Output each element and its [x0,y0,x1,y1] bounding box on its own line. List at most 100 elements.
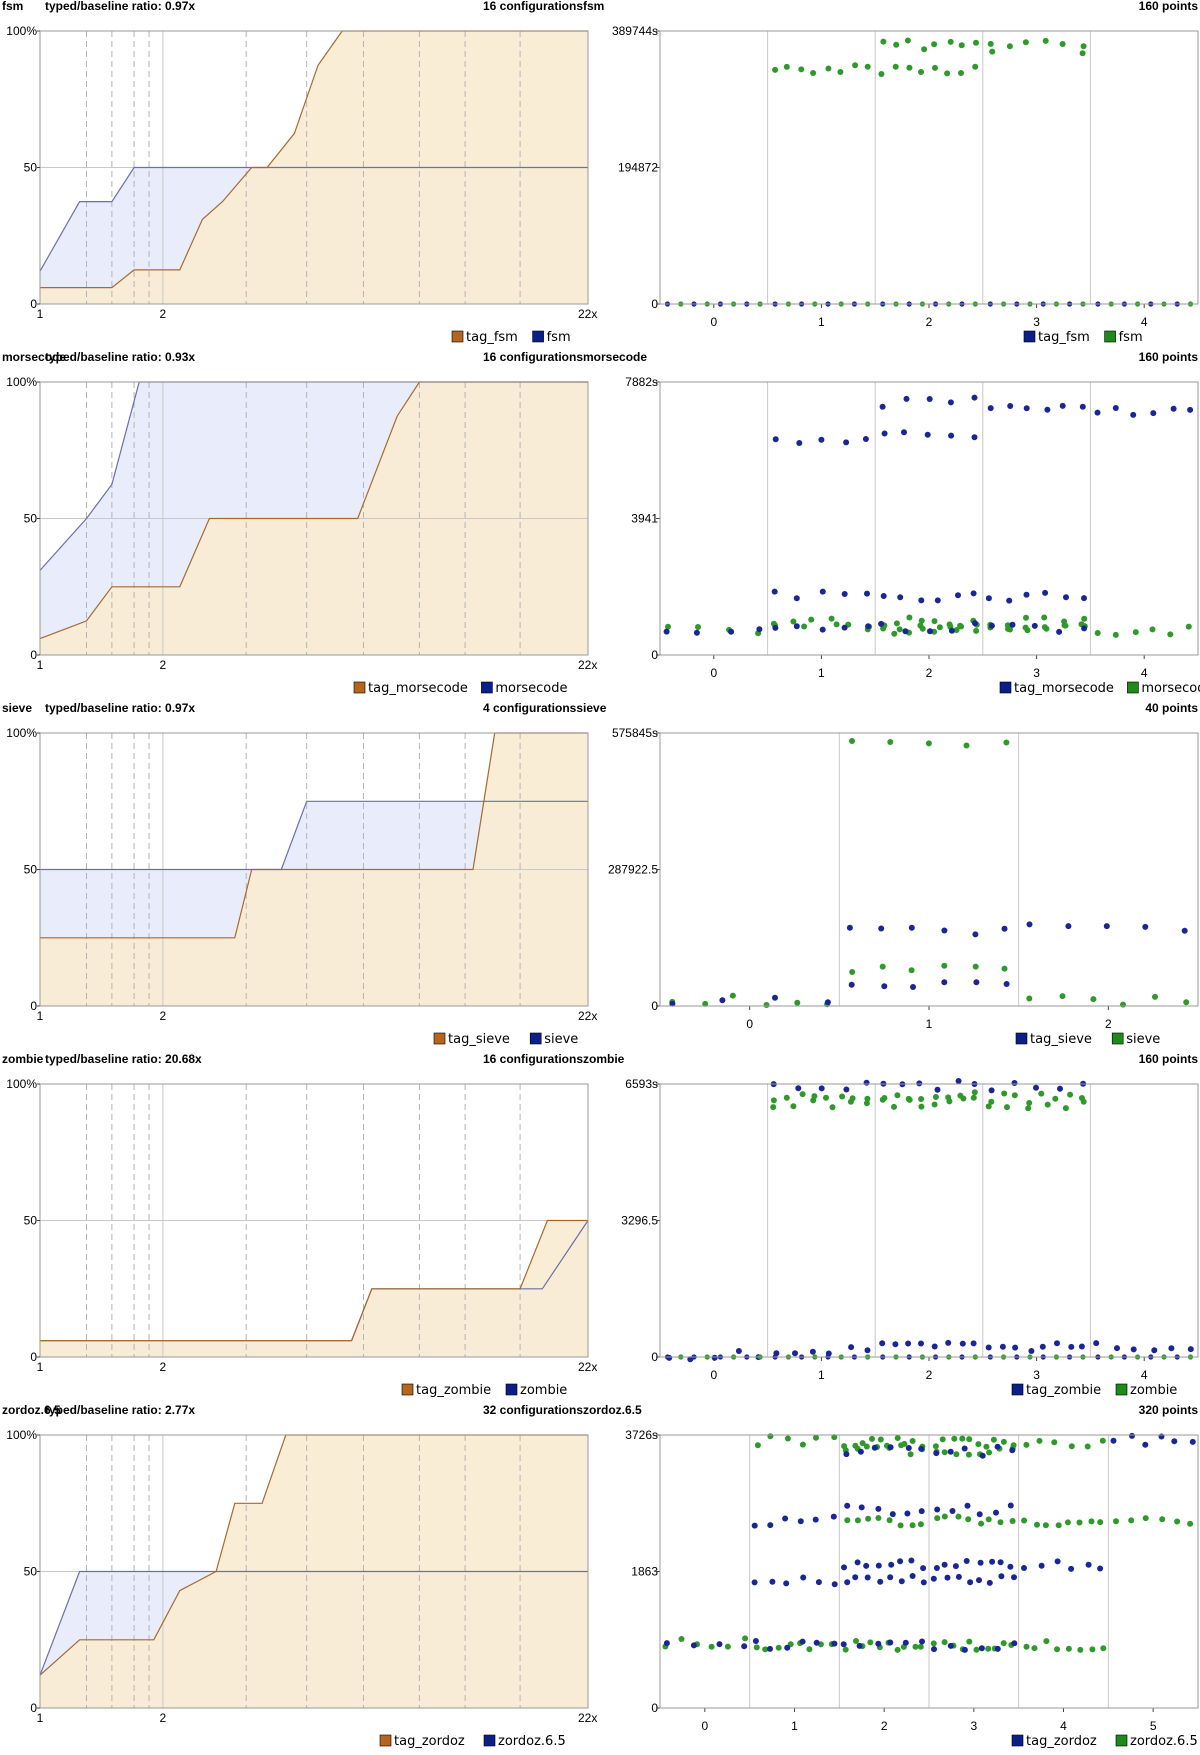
data-point-blue [904,1510,911,1517]
benchmark-title: zombie [2,1052,44,1066]
data-point-green [864,63,871,70]
data-point-green [917,1521,924,1528]
data-point-green [986,1449,993,1456]
right-y-tick-label: 3296.5 [621,1214,658,1228]
right-y-tick-label: 6593s [625,1077,658,1091]
legend-swatch-base [529,1032,542,1045]
data-point-green [959,1435,966,1442]
data-point-blue [931,1343,938,1350]
data-point-blue [878,925,885,932]
legend-label-base-right: zordoz.6.5 [1130,1734,1198,1749]
data-point-green [770,1097,777,1104]
data-point-green [1059,41,1066,47]
data-point-blue [918,597,925,604]
left-x-tick-label: 2 [160,1009,167,1023]
ratio-label: typed/baseline ratio: 2.77x [45,1403,195,1417]
data-point-green [790,618,797,625]
data-point-blue [1054,1340,1060,1347]
data-point-green [1084,1443,1091,1450]
legend-swatch-base-right [1111,1032,1124,1045]
data-point-green [1089,1646,1096,1653]
data-point-blue [1065,923,1072,930]
data-point-blue [1085,1561,1092,1568]
data-point-green [909,1438,916,1444]
data-point-green [912,1643,919,1650]
data-point-green [946,1098,953,1105]
right-y-tick-label: 1863 [631,1565,658,1579]
right-plot-border [659,732,1199,1007]
data-point-green [775,1644,782,1651]
data-point-blue [1129,1432,1135,1439]
data-point-green [973,39,979,46]
data-point-blue [977,1559,984,1566]
data-point-green [907,1451,914,1458]
data-point-green [894,1646,901,1653]
legend-swatch-base-right [1115,1383,1128,1396]
data-point-blue [1059,402,1066,409]
legend-label-tag-right: tag_zombie [1026,1383,1101,1398]
right-y-tick-label: 7882s [625,375,658,389]
data-point-blue [1150,410,1157,417]
data-point-green [801,623,808,630]
data-point-green [1152,993,1158,1000]
data-point-green [965,1451,972,1458]
right-x-tick-label: 4 [1060,1719,1067,1733]
data-point-green [823,1094,829,1101]
data-point-blue [783,1580,790,1587]
data-point-green [1001,1090,1008,1097]
right-x-tick-label: 4 [1141,1368,1148,1382]
right-x-tick-label: 1 [926,1017,933,1031]
legend-swatch-tag-right [1023,330,1036,343]
data-point-blue [767,1522,774,1529]
data-point-green [1026,995,1033,1002]
data-point-green [1051,1439,1058,1446]
data-point-green [1059,993,1066,1000]
right-y-tick-label: 3726s [625,1428,658,1442]
data-point-green [985,1103,992,1110]
data-point-blue [920,1579,927,1586]
benchmark-title: fsm [2,0,23,13]
data-point-blue [751,1579,758,1586]
legend-label-base: zombie [520,1383,567,1398]
data-point-green [879,1096,886,1103]
data-point-blue [1142,1441,1149,1448]
data-point-blue [1168,1345,1175,1352]
data-point-green [1036,1437,1043,1444]
data-point-green [784,1435,791,1442]
legend-swatch-base [483,1734,496,1747]
data-point-blue [1079,403,1086,410]
data-point-green [828,615,835,622]
data-point-green [973,1646,980,1653]
data-point-green [894,1435,901,1441]
right-plot-frame [659,732,1199,1007]
data-point-blue [941,927,948,934]
data-point-blue [818,1085,825,1092]
data-point-blue [919,1638,925,1645]
data-point-blue [887,1574,894,1581]
data-point-green [941,1513,948,1520]
data-point-blue [1009,1447,1016,1454]
data-point-green [997,1519,1004,1526]
data-point-green [847,1098,854,1105]
legend-label-base: sieve [544,1032,578,1047]
legend-label-base-right: sieve [1126,1032,1160,1047]
data-point-green [931,1101,938,1108]
data-point-blue [772,436,779,443]
data-point-blue [1031,622,1038,629]
data-point-green [864,1095,871,1102]
left-x-tick-label: 2 [160,1711,167,1725]
data-point-blue [795,1085,802,1092]
right-y-tick-label: 0 [651,1701,658,1715]
data-point-blue [844,1579,851,1586]
data-point-blue [967,1579,974,1586]
data-point-green [724,1643,731,1650]
data-point-blue [888,1561,895,1568]
data-point-blue [892,1341,899,1348]
data-point-green [863,1100,870,1107]
data-point-blue [875,1562,882,1569]
data-point-green [783,63,790,70]
data-point-green [892,63,899,70]
tag-line [40,1219,588,1342]
data-point-blue [887,1639,894,1646]
data-point-green [1159,1516,1166,1523]
